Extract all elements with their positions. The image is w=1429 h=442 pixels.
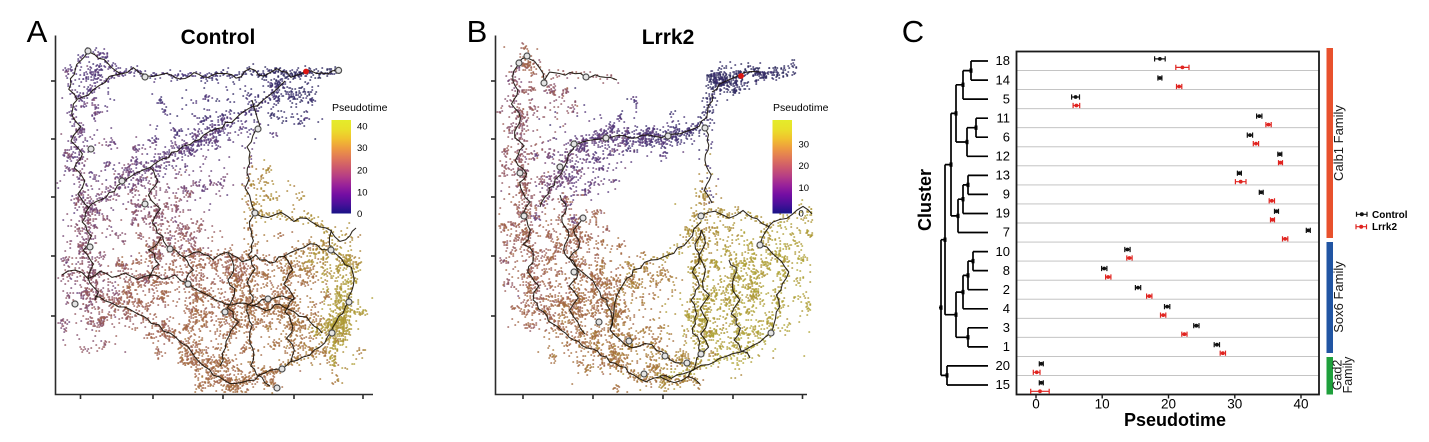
svg-text:Pseudotime: Pseudotime bbox=[1124, 410, 1226, 430]
svg-text:10: 10 bbox=[799, 183, 810, 194]
svg-text:20: 20 bbox=[996, 358, 1010, 373]
svg-text:20: 20 bbox=[799, 161, 810, 172]
svg-text:Lrrk2: Lrrk2 bbox=[642, 26, 695, 49]
svg-text:1: 1 bbox=[1003, 339, 1010, 354]
svg-text:9: 9 bbox=[1003, 187, 1010, 202]
svg-text:Control: Control bbox=[181, 26, 256, 49]
svg-text:3: 3 bbox=[1003, 320, 1010, 335]
svg-text:40: 40 bbox=[357, 121, 368, 132]
svg-text:Calb1 Family: Calb1 Family bbox=[1331, 105, 1346, 181]
svg-text:Pseudotime: Pseudotime bbox=[773, 102, 829, 114]
svg-text:0: 0 bbox=[357, 209, 362, 220]
svg-text:20: 20 bbox=[1161, 397, 1176, 412]
svg-text:Gad2: Gad2 bbox=[1331, 360, 1345, 391]
svg-text:15: 15 bbox=[996, 377, 1010, 392]
svg-text:A: A bbox=[27, 14, 48, 49]
svg-text:5: 5 bbox=[1003, 91, 1010, 106]
svg-text:20: 20 bbox=[357, 166, 368, 177]
svg-text:19: 19 bbox=[996, 206, 1010, 221]
svg-text:Sox6 Family: Sox6 Family bbox=[1331, 261, 1346, 333]
svg-text:Family: Family bbox=[1341, 356, 1355, 394]
svg-text:30: 30 bbox=[1227, 397, 1242, 412]
svg-text:11: 11 bbox=[997, 110, 1011, 125]
svg-text:C: C bbox=[902, 14, 924, 49]
svg-text:Lrrk2: Lrrk2 bbox=[1372, 222, 1397, 233]
svg-text:30: 30 bbox=[799, 139, 810, 150]
svg-text:0: 0 bbox=[799, 208, 804, 219]
svg-text:10: 10 bbox=[996, 244, 1010, 259]
svg-text:40: 40 bbox=[1293, 397, 1308, 412]
svg-text:18: 18 bbox=[996, 53, 1010, 68]
svg-text:7: 7 bbox=[1003, 225, 1010, 240]
svg-text:12: 12 bbox=[996, 149, 1010, 164]
svg-text:14: 14 bbox=[996, 72, 1010, 87]
svg-text:Control: Control bbox=[1372, 210, 1408, 221]
svg-text:2: 2 bbox=[1003, 282, 1010, 297]
svg-text:B: B bbox=[467, 14, 488, 49]
svg-text:0: 0 bbox=[1032, 397, 1040, 412]
svg-text:6: 6 bbox=[1003, 129, 1010, 144]
svg-text:13: 13 bbox=[996, 168, 1010, 183]
svg-text:Pseudotime: Pseudotime bbox=[332, 102, 388, 114]
svg-text:8: 8 bbox=[1003, 263, 1010, 278]
svg-text:4: 4 bbox=[1003, 301, 1010, 316]
svg-text:10: 10 bbox=[1095, 397, 1110, 412]
svg-text:Cluster: Cluster bbox=[915, 169, 935, 231]
svg-text:30: 30 bbox=[357, 143, 368, 154]
svg-text:10: 10 bbox=[357, 187, 368, 198]
